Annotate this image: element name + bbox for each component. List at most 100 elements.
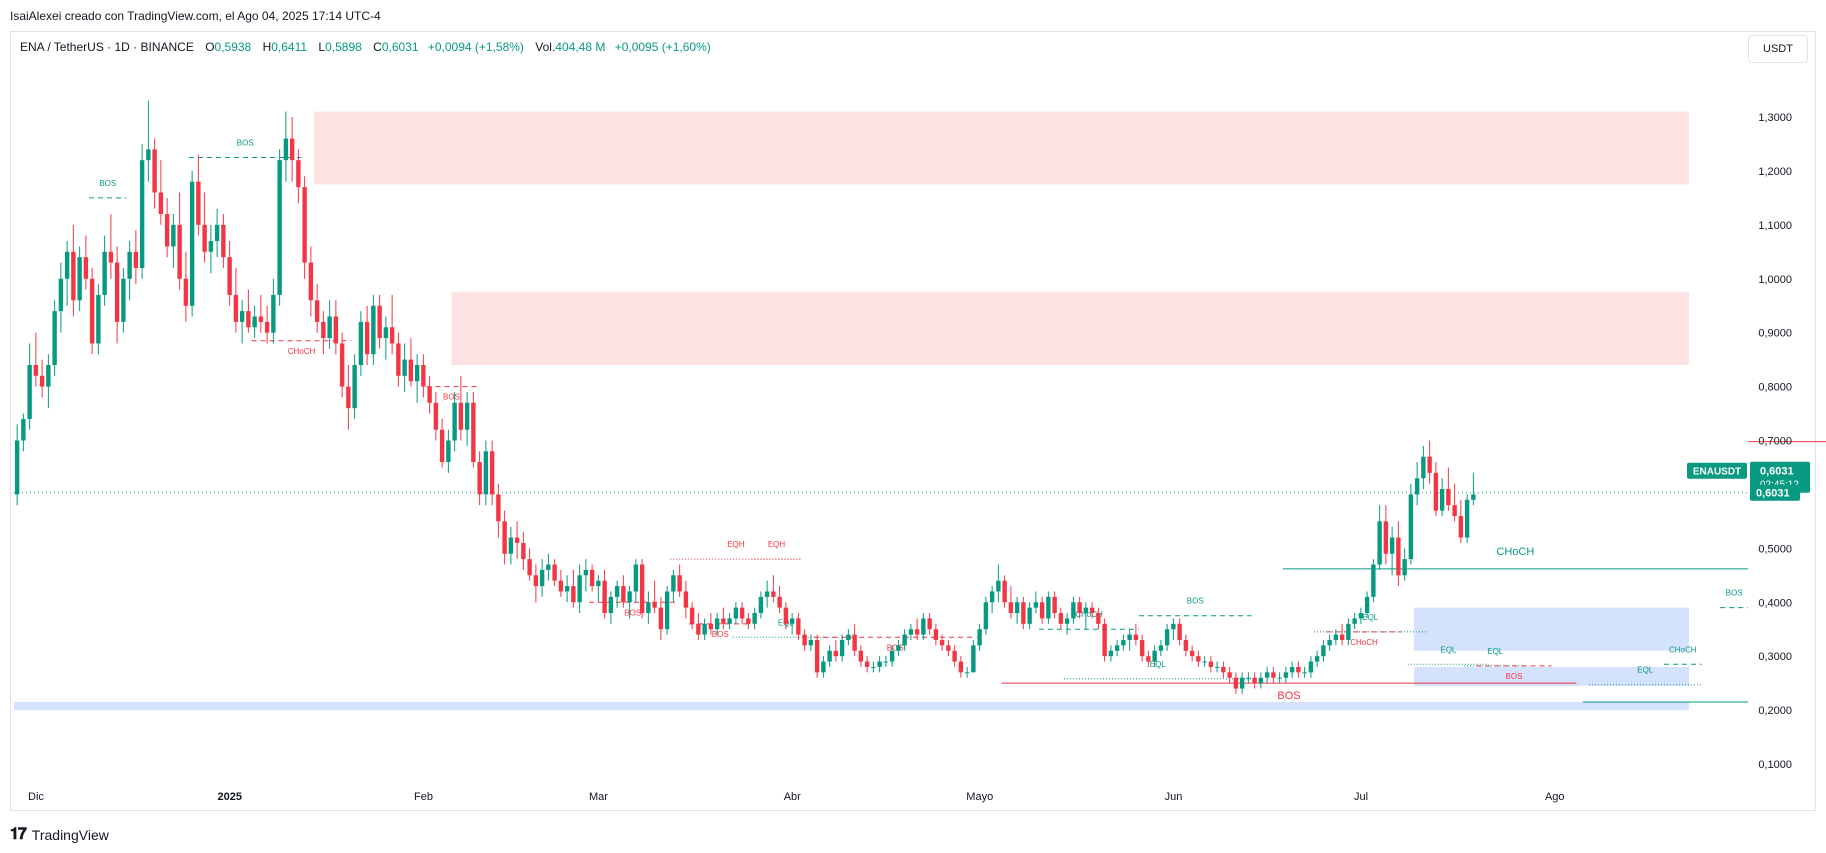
- candle-body-201: [1271, 672, 1276, 678]
- candle-body-120: [764, 591, 770, 597]
- y-tick-label: 1,1000: [1758, 220, 1792, 232]
- symbol-label[interactable]: ENA / TetherUS · 1D · BINANCE: [20, 40, 194, 54]
- candle-body-226: [1427, 456, 1432, 473]
- structure-label-15: EQL: [1362, 613, 1379, 622]
- candle-body-48: [314, 300, 320, 322]
- candle-body-30: [202, 224, 207, 252]
- candle-body-65: [421, 365, 426, 387]
- structure-label-16: CHoCH: [1350, 638, 1378, 647]
- candle-body-77: [496, 494, 501, 522]
- candle-body-176: [1114, 645, 1120, 651]
- candle-body-11: [83, 257, 89, 279]
- candle-body-188: [1189, 650, 1195, 657]
- open-value: 0,5938: [214, 40, 252, 54]
- candle-body-58: [377, 305, 382, 339]
- candle-body-170: [1077, 602, 1082, 614]
- candle-body-171: [1083, 607, 1089, 614]
- candle-body-182: [1152, 650, 1157, 662]
- x-tick-label: Feb: [414, 791, 433, 803]
- change-value: +0,0094 (+1,58%): [427, 40, 524, 54]
- candle-body-224: [1414, 478, 1420, 495]
- candle-body-167: [1058, 613, 1064, 624]
- candle-body-153: [971, 645, 976, 673]
- candle-body-90: [577, 575, 582, 603]
- candle-body-23: [158, 192, 164, 215]
- candle-body-210: [1327, 639, 1332, 646]
- candle-body-44: [289, 138, 295, 161]
- footer-brand: TradingView: [31, 827, 109, 843]
- candle-body-175: [1108, 650, 1114, 657]
- candle-body-118: [752, 613, 757, 624]
- candle-body-195: [1233, 677, 1239, 689]
- candle-body-183: [1158, 645, 1164, 651]
- y-tick-label: 0,8000: [1758, 382, 1792, 394]
- candle-body-207: [1308, 661, 1314, 673]
- candle-body-193: [1221, 666, 1226, 673]
- candle-body-112: [714, 618, 720, 630]
- candle-body-162: [1027, 607, 1032, 624]
- y-tick-label: 0,1000: [1758, 759, 1792, 771]
- candle-body-16: [114, 262, 120, 322]
- candle-body-216: [1364, 596, 1370, 614]
- candle-body-134: [852, 634, 857, 651]
- candle-body-164: [1039, 602, 1045, 619]
- price-tag-label: 0,6031: [1760, 466, 1794, 478]
- candle-body-137: [871, 666, 876, 668]
- candle-body-107: [683, 591, 689, 608]
- structure-label-0: BOS: [99, 179, 116, 188]
- x-tick-label: Jul: [1354, 791, 1368, 803]
- candle-body-88: [564, 586, 570, 592]
- candle-body-22: [152, 149, 157, 193]
- candle-body-199: [1258, 677, 1264, 684]
- candle-body-166: [1052, 596, 1057, 614]
- structure-label-3: BOS: [443, 393, 460, 402]
- candle-body-110: [702, 623, 707, 635]
- candle-body-68: [439, 429, 445, 463]
- y-tick-label: 0,4000: [1758, 597, 1792, 609]
- candle-body-100: [639, 564, 645, 614]
- tradingview-footer: 𝟏𝟕 TradingView: [10, 826, 109, 844]
- candle-body-101: [646, 602, 651, 614]
- low-key: L: [318, 40, 326, 54]
- volume-key: Vol.: [535, 40, 556, 54]
- candle-body-147: [933, 629, 939, 640]
- candle-body-35: [233, 294, 239, 322]
- candle-body-206: [1302, 672, 1307, 674]
- candle-body-38: [252, 316, 257, 328]
- structure-label-13: BOS: [1277, 690, 1300, 702]
- structure-label-7: EQH: [768, 540, 786, 549]
- last-price-tag-label: 0,6031: [1756, 488, 1790, 500]
- candle-body-146: [927, 618, 932, 630]
- ohlc-legend: ENA / TetherUS · 1D · BINANCE O0,5938 H0…: [20, 40, 711, 54]
- candle-body-231: [1458, 515, 1464, 538]
- candle-body-86: [552, 564, 557, 581]
- candle-body-13: [96, 294, 101, 344]
- symbol-tag-label: ENAUSDT: [1693, 467, 1741, 478]
- candle-body-177: [1121, 639, 1126, 646]
- candle-body-40: [264, 321, 270, 333]
- candle-body-233: [1471, 494, 1476, 500]
- structure-label-14: CHoCH: [1496, 546, 1534, 558]
- candle-body-98: [627, 591, 632, 603]
- structure-label-10: CHoCH: [1075, 610, 1103, 619]
- candle-body-165: [1046, 596, 1051, 619]
- candle-body-191: [1208, 661, 1214, 667]
- candle-body-28: [189, 181, 195, 306]
- x-tick-label: Dic: [28, 791, 44, 803]
- candle-body-55: [358, 321, 364, 366]
- candle-body-94: [602, 580, 607, 614]
- candle-body-7: [58, 278, 64, 312]
- candle-body-76: [489, 451, 495, 495]
- currency-button[interactable]: USDT: [1748, 35, 1808, 63]
- candle-body-69: [446, 440, 451, 463]
- candle-body-14: [102, 251, 107, 295]
- candle-body-229: [1446, 489, 1451, 506]
- candle-body-89: [571, 586, 576, 603]
- candle-body-0: [14, 440, 20, 495]
- candle-body-203: [1283, 672, 1289, 678]
- candle-body-220: [1389, 537, 1395, 554]
- candle-body-139: [883, 661, 889, 663]
- candle-body-106: [677, 575, 682, 592]
- candle-body-47: [308, 262, 314, 301]
